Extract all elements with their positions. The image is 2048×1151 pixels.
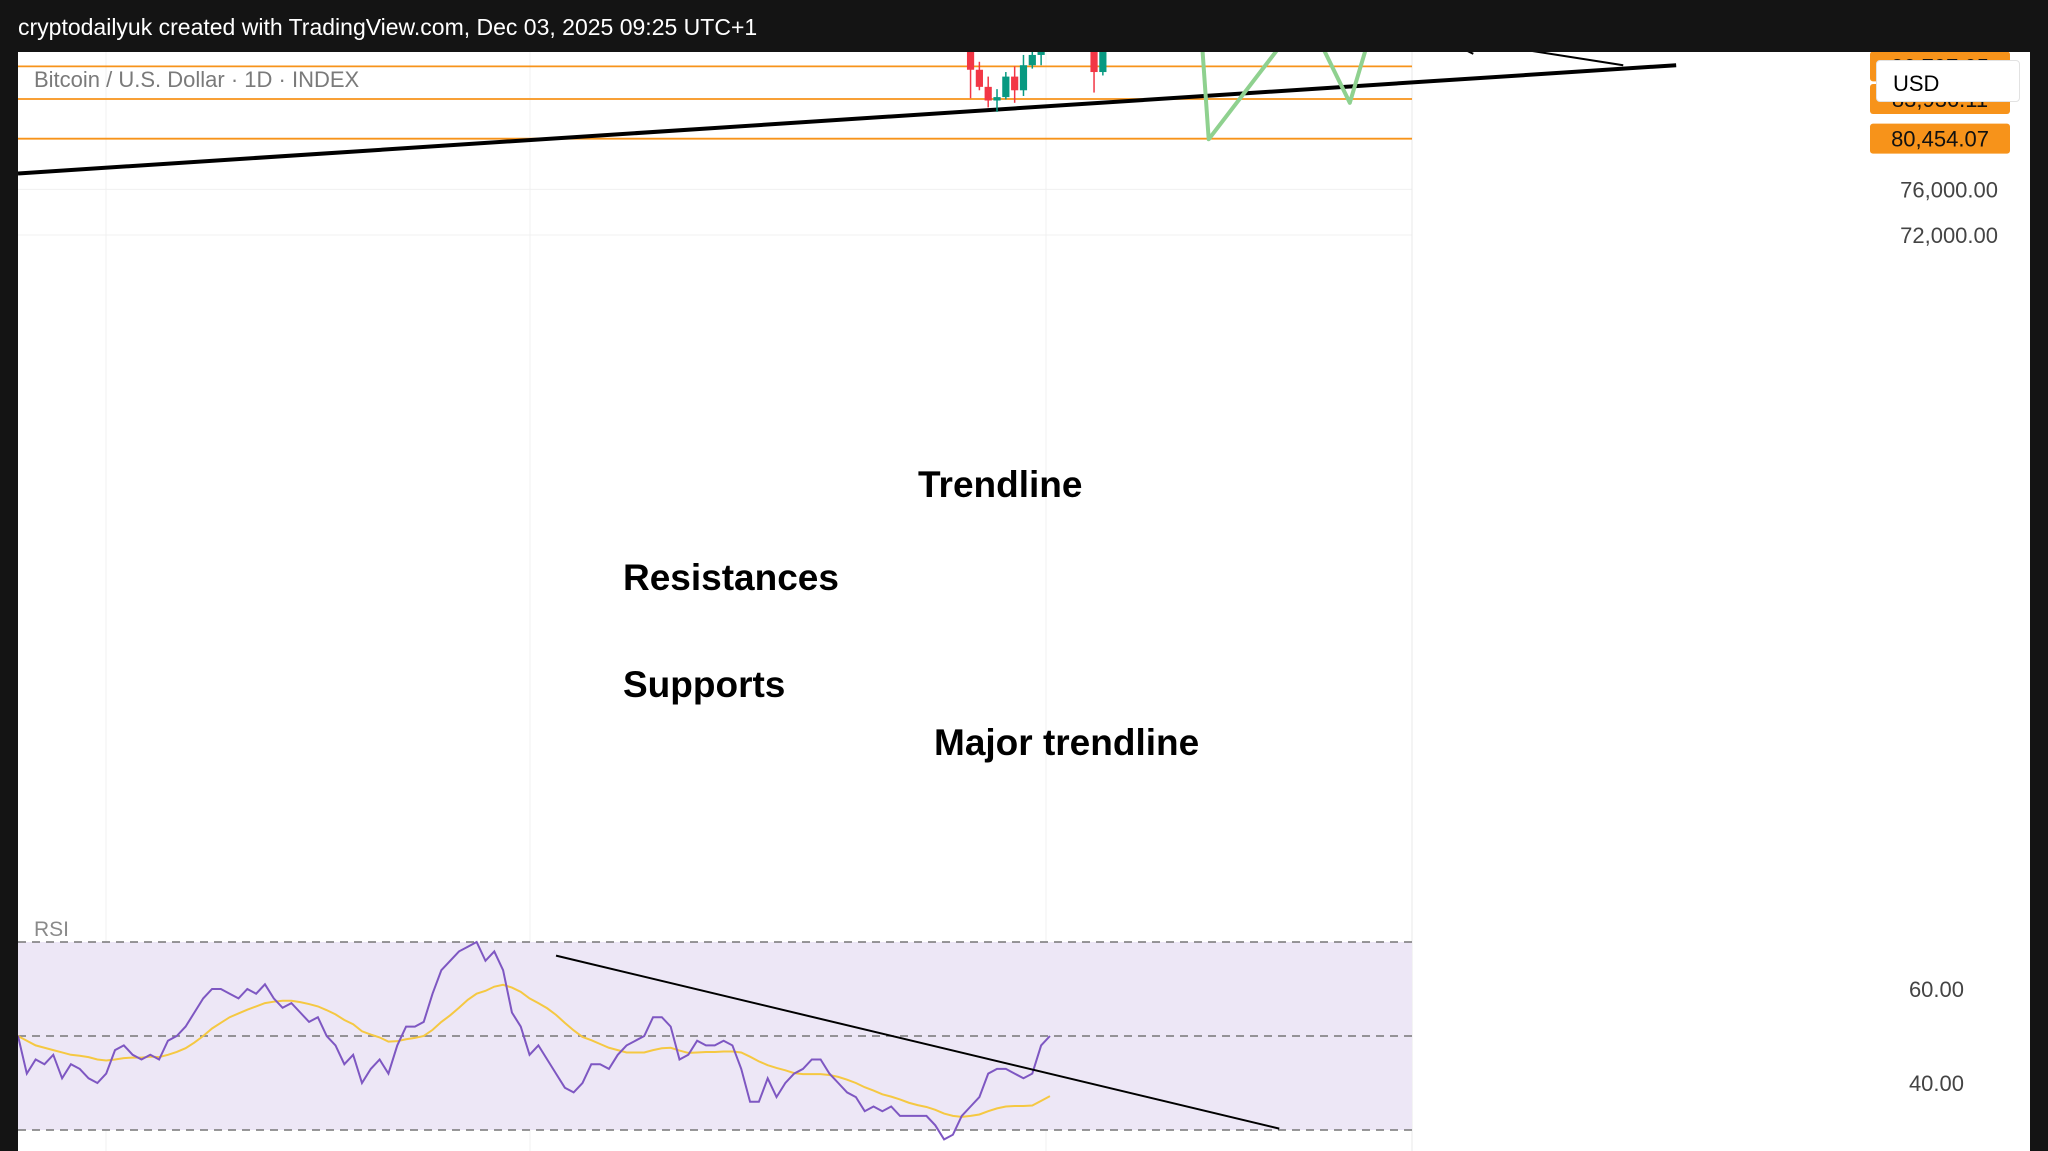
candle-body [1099, 52, 1107, 73]
credit-text: cryptodailyuk created with TradingView.c… [18, 14, 758, 40]
symbol-title[interactable]: Bitcoin / U.S. Dollar · 1D · INDEX [34, 67, 360, 92]
chart-panel: 124,000.00120,000.00116,000.00112,000.00… [18, 52, 2030, 1151]
support-tag-text: 80,454.07 [1891, 127, 1989, 152]
candle [1099, 52, 1107, 76]
candle [984, 76, 992, 108]
rsi-line [18, 940, 1051, 1141]
candle-body [966, 52, 975, 70]
rsi-band-fill [18, 942, 1412, 1130]
candle-body [993, 97, 1001, 101]
projection-line [1200, 52, 1368, 142]
annotation-trendline: Trendline [918, 464, 1083, 505]
price-tick-label: 72,000.00 [1900, 223, 1998, 248]
candle [1002, 72, 1010, 100]
candle [993, 89, 1001, 112]
annotation-resistances: Resistances [623, 557, 839, 598]
candle-body [984, 86, 992, 101]
trendline-major-ascending [18, 63, 1677, 176]
rsi-trendline [555, 954, 1280, 1130]
price-tick-label: 76,000.00 [1900, 177, 1998, 202]
currency-button[interactable]: USD [1876, 60, 2020, 102]
candle [975, 61, 983, 91]
support-tag-bg [1870, 123, 2010, 154]
price-axis: 124,000.00120,000.00116,000.00112,000.00… [1900, 177, 1998, 1096]
candle-body [1090, 52, 1098, 73]
trendlines [18, 52, 1677, 176]
candle [1028, 52, 1036, 69]
candle-body [1002, 76, 1010, 98]
rsi-band [18, 941, 1412, 1131]
candle-body [1011, 76, 1019, 91]
grid [18, 52, 1413, 1151]
candle [1019, 54, 1028, 96]
annotation-major-trendline: Major trendline [934, 722, 1200, 763]
rsi-tick-label: 40.00 [1909, 1071, 1964, 1096]
candle-body [1028, 54, 1036, 66]
candle-body [1019, 65, 1028, 91]
candle-body [975, 69, 983, 87]
price-chart[interactable]: 124,000.00120,000.00116,000.00112,000.00… [18, 52, 2030, 1151]
credit-bar: cryptodailyuk created with TradingView.c… [0, 0, 2048, 52]
rsi-tick-label: 60.00 [1909, 977, 1964, 1002]
projection-path [1200, 52, 1368, 142]
rsi-ma-line [18, 983, 1051, 1118]
rsi-lines [18, 940, 1280, 1141]
candle [966, 52, 975, 99]
candles [966, 52, 1107, 112]
candle [1011, 66, 1019, 103]
candle-body [1037, 52, 1045, 55]
support-tag: 80,454.07 [1870, 123, 2010, 154]
trendline-descending-support [1532, 52, 1624, 67]
rsi-label: RSI [34, 918, 70, 941]
annotation-supports: Supports [623, 664, 786, 705]
candle [1090, 52, 1098, 93]
candle [1037, 52, 1045, 66]
